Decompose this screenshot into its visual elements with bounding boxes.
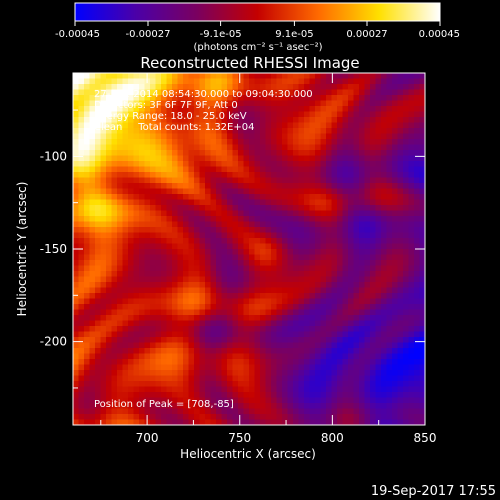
annotation-energy: Energy Range: 18.0 - 25.0 keV [94,111,247,122]
x-axis-label: Heliocentric X (arcsec) [180,447,316,461]
colorbar-tick-label: -0.00027 [126,29,171,40]
colorbar-tick-label: -0.00045 [55,29,100,40]
x-tick-label: 750 [228,431,251,445]
colorbar-tick-label: 9.1e-05 [275,29,313,40]
colorbar-tick-label: 0.00027 [346,29,387,40]
x-tick-label: 850 [414,431,437,445]
colorbar-unit-label: (photons cm⁻² s⁻¹ asec⁻²) [193,42,322,53]
annotation-detectors: Detectors: 3F 6F 7F 9F, Att 0 [94,100,238,111]
axis-ticks: 700 750 800 850 -100 -150 -200 [40,73,437,445]
y-axis-label: Heliocentric Y (arcsec) [15,182,29,317]
colorbar-tick-label: -9.1e-05 [200,29,242,40]
colorbar-ticks: -0.00045 -0.00027 -9.1e-05 9.1e-05 0.00027 0.… [55,21,460,40]
y-tick-label: -200 [40,335,67,349]
heatmap-cells [73,73,425,425]
x-tick-label: 800 [321,431,344,445]
annotation-time: 27-Dec-2014 08:54:30.000 to 09:04:30.000 [94,89,313,100]
chart-title: Reconstructed RHESSI Image [140,54,359,72]
annotation-clean: Clean Total counts: 1.32E+04 [94,122,254,133]
timestamp: 19-Sep-2017 17:55 [371,484,496,499]
y-tick-label: -150 [40,242,67,256]
colorbar-tick-label: 0.00045 [419,29,460,40]
peak-position-label: Position of Peak = [708,-85] [94,399,234,410]
x-tick-label: 700 [136,431,159,445]
colorbar [74,2,441,22]
y-tick-label: -100 [40,149,67,163]
heatmap-area [73,73,425,425]
